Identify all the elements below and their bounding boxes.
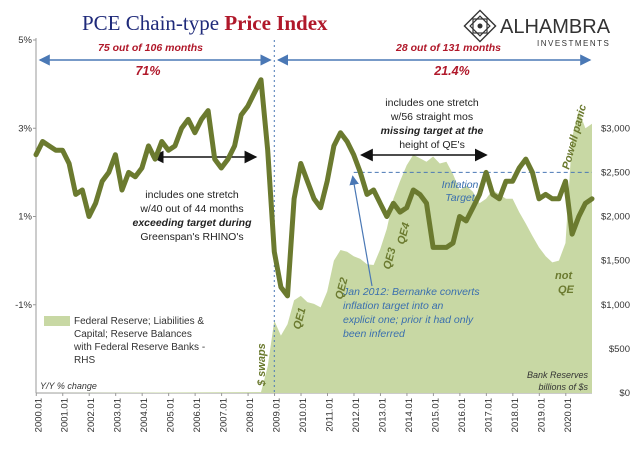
x-tick-label: 2000.01 [33, 398, 44, 432]
y-tick-label: -1% [15, 300, 32, 311]
x-tick-label: 2009.01 [272, 398, 283, 432]
greenspan-annotation: includes one stretch w/40 out of 44 mont… [132, 189, 252, 243]
right-period-pct: 21.4% [433, 64, 469, 78]
x-tick-label: 2013.01 [378, 398, 389, 432]
greenspan-line-2: w/40 out of 44 months [139, 203, 243, 215]
qe-stretch-line-4: height of QE's [399, 139, 465, 151]
x-tick-label: 2020.01 [563, 398, 574, 432]
x-tick-label: 2012.01 [351, 398, 362, 432]
bernanke-pointer-arrow [349, 175, 373, 287]
reserves-area [36, 110, 592, 393]
y-tick-label: 1% [18, 212, 32, 223]
inflation-target-label-1: Inflation [442, 179, 479, 191]
legend-swatch [44, 316, 70, 326]
x-tick-label: 2014.01 [404, 398, 415, 432]
x-tick-label: 2007.01 [219, 398, 230, 432]
x-tick-label: 2005.01 [166, 398, 177, 432]
bernanke-line-4: been inferred [343, 328, 406, 340]
qe1-label: QE1 [291, 306, 308, 330]
x-tick-label: 2003.01 [113, 398, 124, 432]
qe-stretch-annotation: includes one stretch w/56 straight mos m… [381, 97, 484, 151]
y-tick-label: 5% [18, 35, 32, 46]
qe4-label: QE4 [395, 221, 412, 245]
greenspan-line-4: Greenspan's RHINO's [140, 231, 243, 243]
legend-line-2: Capital; Reserve Balances [74, 329, 192, 340]
y2-tick-label: $500 [609, 344, 630, 355]
not-qe-label-2: QE [558, 284, 575, 296]
x-tick-label: 2018.01 [510, 398, 521, 432]
pce-line-layer [33, 77, 595, 299]
y2-tick-label: $2,500 [601, 167, 630, 178]
greenspan-line-3: exceeding target during [132, 217, 252, 229]
legend-line-4: RHS [74, 355, 95, 366]
qe-stretch-line-3: missing target at the [381, 125, 484, 137]
x-tick-label: 2011.01 [325, 398, 336, 432]
legend: Federal Reserve; Liabilities & Capital; … [44, 316, 205, 366]
bernanke-line-1: Jan 2012: Bernanke converts [342, 286, 480, 298]
logo-sub: INVESTMENTS [537, 39, 610, 48]
legend-line-3: with Federal Reserve Banks - [73, 342, 205, 353]
greenspan-line-1: includes one stretch [145, 189, 239, 201]
axis-ticks-layer: 5% 3% 1% -1% $3,000 $2,500 $2,000 $1,500 $1,000 $… [15, 35, 630, 432]
x-tick-label: 2006.01 [192, 398, 203, 432]
reserves-unit-line-1: Bank Reserves [527, 370, 589, 380]
y2-tick-label: $2,000 [601, 212, 630, 223]
swaps-label: $ swaps [256, 343, 268, 387]
x-tick-label: 2015.01 [430, 398, 441, 432]
alhambra-logo: ALHAMBRA INVESTMENTS [463, 9, 611, 48]
yy-change-label: Y/Y % change [40, 381, 97, 391]
left-period-count: 75 out of 106 months [98, 42, 203, 54]
bernanke-line-3: explicit one; prior it had only [343, 314, 474, 326]
title-part1: PCE Chain-type [82, 11, 224, 35]
y2-tick-label: $1,000 [601, 300, 630, 311]
y2-tick-label: $0 [619, 388, 630, 399]
x-tick-label: 2019.01 [536, 398, 547, 432]
x-tick-label: 2008.01 [245, 398, 256, 432]
not-qe-label-1: not [555, 270, 573, 282]
qe-stretch-line-1: includes one stretch [385, 97, 479, 109]
pce-series-line [33, 77, 595, 299]
legend-line-1: Federal Reserve; Liabilities & [74, 316, 204, 327]
right-period-count: 28 out of 131 months [395, 42, 501, 54]
reserves-area-layer [36, 110, 592, 393]
logo-name: ALHAMBRA [500, 16, 611, 38]
bernanke-annotation: Jan 2012: Bernanke converts inflation ta… [342, 286, 480, 340]
x-tick-label: 2010.01 [298, 398, 309, 432]
qe3-label: QE3 [381, 246, 398, 270]
reserves-unit-line-2: billions of $s [538, 382, 588, 392]
x-tick-label: 2016.01 [457, 398, 468, 432]
x-tick-label: 2002.01 [86, 398, 97, 432]
qe2-label: QE2 [333, 276, 350, 300]
x-tick-label: 2017.01 [483, 398, 494, 432]
inflation-target-label-2: Target [445, 192, 475, 204]
logo-emblem-icon [463, 9, 497, 43]
x-tick-label: 2004.01 [139, 398, 150, 432]
y2-tick-label: $1,500 [601, 256, 630, 267]
bernanke-line-2: inflation target into an [343, 300, 444, 312]
x-tick-label: 2001.01 [60, 398, 71, 432]
qe-stretch-line-2: w/56 straight mos [390, 111, 473, 123]
title-part2: Price Index [224, 11, 328, 35]
left-period-pct: 71% [135, 64, 160, 78]
y-tick-label: 3% [18, 123, 32, 134]
chart-title: PCE Chain-type Price Index [82, 11, 328, 35]
y2-tick-label: $3,000 [601, 123, 630, 134]
